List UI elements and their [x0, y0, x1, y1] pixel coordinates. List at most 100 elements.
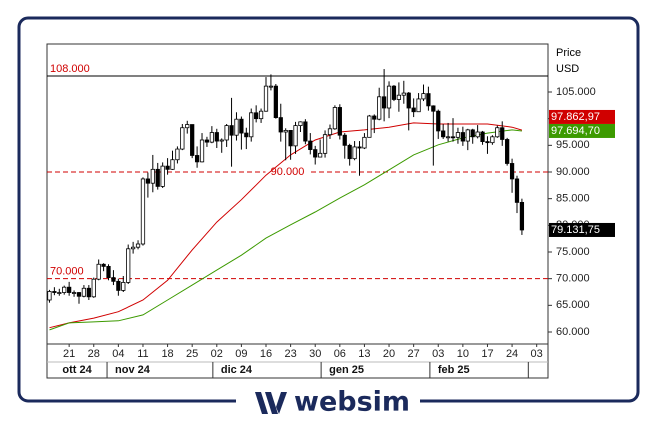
candle-body [244, 132, 249, 138]
candle-body [500, 127, 505, 140]
candle-body [249, 112, 254, 138]
x-tick-label: 25 [186, 348, 198, 360]
price-box-label: 97.862,97 [551, 111, 600, 123]
brand-logo [255, 392, 287, 414]
candle-body [342, 134, 347, 146]
candle-body [145, 178, 151, 184]
price-box [549, 109, 615, 124]
plot: 60.00065.00070.00075.00080.00085.00090.0… [47, 63, 615, 378]
candle-body [194, 155, 200, 163]
candle-body [377, 96, 382, 120]
x-tick-label: 17 [481, 348, 493, 360]
x-tick-label: 09 [235, 348, 247, 360]
candle-body [135, 243, 141, 248]
candle-body [401, 92, 406, 96]
candle-body [219, 139, 224, 142]
x-tick-label: 28 [88, 348, 100, 360]
candle-body [490, 136, 495, 144]
price-box [549, 123, 615, 138]
candle-body [199, 139, 205, 163]
candle-body [180, 127, 185, 150]
candle-body [416, 98, 421, 113]
candle-body [67, 286, 72, 293]
candle-body [155, 168, 160, 187]
candle-body [175, 148, 180, 161]
brand-name: websim [294, 387, 410, 418]
candle-body [411, 107, 416, 113]
x-tick-label: 10 [457, 348, 469, 360]
candle-body [116, 280, 121, 291]
candle-body [322, 134, 328, 154]
candle-body [140, 178, 146, 245]
candle-body [426, 93, 431, 107]
candle-body [455, 132, 461, 138]
candle-body [204, 139, 210, 143]
candle-body [367, 115, 372, 138]
candle-body [372, 115, 377, 120]
candle-body [303, 121, 308, 142]
candle-body [470, 129, 475, 138]
candle-body [436, 110, 441, 132]
y-tick-label: 75.000 [556, 246, 590, 258]
candle-body [332, 107, 338, 130]
y-tick-label: 95.000 [556, 139, 590, 151]
candle-body [445, 136, 451, 139]
candle-body [421, 93, 426, 100]
candle-body [91, 278, 96, 298]
moving-average-line [49, 129, 522, 331]
x-tick-label: 13 [358, 348, 370, 360]
candle-body [293, 125, 298, 147]
candle-body [480, 131, 485, 143]
x-tick-label: 20 [383, 348, 395, 360]
x-tick-label: 27 [408, 348, 420, 360]
candle-body [519, 201, 525, 231]
month-label: dic 24 [221, 364, 253, 376]
candle-body [381, 96, 387, 109]
month-label: nov 24 [115, 364, 151, 376]
candle-body [76, 292, 82, 297]
candle-body [101, 263, 106, 267]
x-tick-label: 18 [161, 348, 173, 360]
candle-body [278, 117, 283, 133]
candle-body [106, 265, 111, 278]
candle-body [450, 136, 456, 139]
candle-body [190, 124, 195, 156]
candle-body [150, 168, 155, 184]
month-label: ott 24 [62, 364, 92, 376]
candle-body [441, 130, 446, 138]
candle-body [111, 277, 116, 282]
level-label: 90.000 [271, 166, 305, 178]
level-label-bg [265, 165, 310, 179]
candle-body [224, 125, 229, 141]
candle-body [337, 107, 342, 136]
month-label: feb 25 [438, 364, 470, 376]
candle-body [273, 85, 278, 118]
candle-body [357, 146, 362, 149]
plot-frame [46, 43, 549, 379]
x-tick-label: 02 [211, 348, 223, 360]
candle-body [431, 105, 436, 112]
candle-body [263, 85, 269, 112]
candle-body [318, 152, 323, 158]
candle-body [126, 248, 131, 283]
candle-body [327, 128, 333, 136]
candle-body [505, 139, 510, 164]
x-tick-label: 11 [137, 348, 148, 360]
x-tick-label: 16 [260, 348, 272, 360]
candle-body [460, 132, 465, 142]
candle-body [47, 291, 52, 301]
candle-body [485, 141, 490, 144]
y-tick-label: 90.000 [556, 166, 590, 178]
level-label: 108.000 [50, 63, 90, 75]
candle-body [121, 281, 126, 291]
candle-body [288, 129, 293, 147]
candle-body [131, 246, 136, 250]
y-tick-label: 60.000 [556, 326, 590, 338]
candle-body [475, 131, 480, 138]
candle-body [347, 144, 352, 160]
x-tick-label: 03 [432, 348, 444, 360]
price-box [549, 222, 615, 237]
candle-body [62, 286, 67, 293]
